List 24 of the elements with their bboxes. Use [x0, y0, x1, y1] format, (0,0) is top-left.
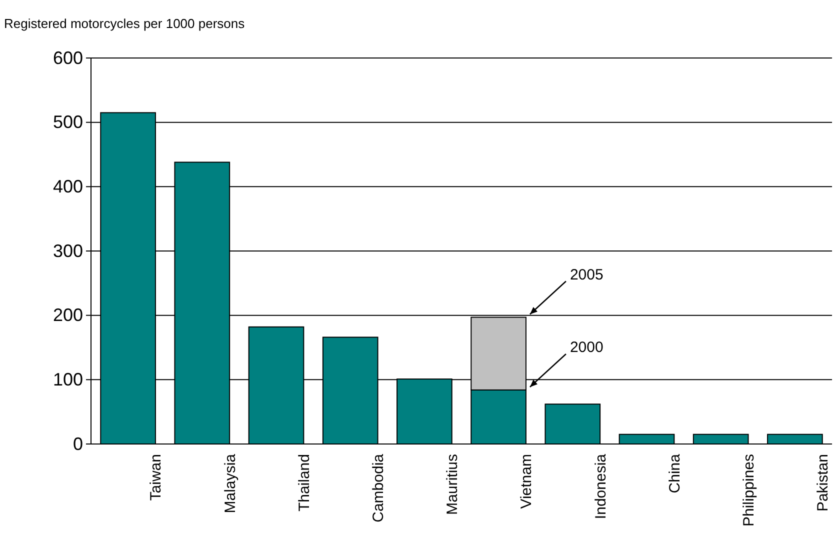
y-tick-label: 0 [72, 434, 83, 454]
bar [544, 404, 601, 444]
annotation: 2000 [570, 338, 604, 356]
y-tick-label: 300 [52, 240, 83, 261]
bar [618, 434, 675, 444]
y-tick-label: 500 [52, 112, 83, 132]
chart-title: Registered motorcycles per 1000 persons [4, 16, 246, 31]
bar [692, 434, 749, 444]
y-tick-label: 400 [52, 176, 83, 196]
x-tick-label: Thailand [296, 454, 313, 512]
x-tick-label: Cambodia [370, 453, 388, 522]
y-tick-label: 600 [52, 48, 83, 68]
x-tick-label: Taiwan [148, 454, 165, 501]
x-tick-label: Philippines [740, 454, 758, 527]
annotation: 2005 [570, 266, 604, 284]
x-tick-label: Indonesia [592, 453, 610, 520]
x-tick-label: Malaysia [222, 453, 239, 514]
x-tick-label: Vietnam [518, 454, 536, 509]
bar [767, 434, 823, 444]
y-tick-label: 100 [52, 369, 83, 390]
x-tick-label: Pakistan [814, 454, 832, 512]
x-tick-label: Mauritius [444, 454, 462, 515]
x-tick-label: China [666, 453, 684, 494]
y-tick-label: 200 [52, 305, 83, 326]
